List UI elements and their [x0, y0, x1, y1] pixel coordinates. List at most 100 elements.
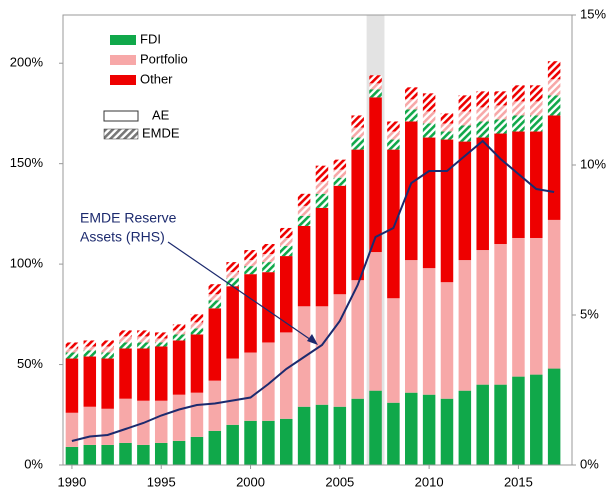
bar-ae [333, 185, 347, 295]
bar-emde [458, 125, 472, 142]
bar-emde [387, 121, 400, 132]
bar-ae [244, 352, 257, 421]
legend-swatch [110, 55, 136, 65]
bar-ae [476, 137, 489, 251]
bar-ae [494, 244, 507, 385]
bar-ae [369, 252, 382, 391]
bar-ae [405, 260, 418, 393]
y2-tick-label: 0% [580, 456, 599, 471]
bar-emde [83, 350, 97, 357]
bar-ae [476, 384, 489, 465]
bar-emde [440, 131, 454, 140]
y-tick-label: 50% [17, 356, 43, 371]
bar-emde [244, 260, 257, 267]
bar-ae [547, 219, 561, 369]
bar-ae [422, 137, 436, 269]
bar-emde [190, 328, 204, 335]
bar-ae [101, 408, 114, 445]
bar-ae [101, 358, 114, 409]
bar-emde [405, 99, 418, 110]
bar-emde [83, 340, 97, 347]
y2-tick-label: 10% [580, 156, 606, 171]
bar-ae [262, 420, 275, 465]
bar-emde [172, 324, 186, 331]
bar-ae [405, 392, 418, 465]
bar-emde [494, 119, 507, 134]
x-tick-label: 2005 [325, 474, 354, 489]
legend-label: EMDE [142, 125, 180, 140]
bar-ae [512, 376, 525, 465]
bar-ae [315, 207, 329, 307]
x-tick-label: 2015 [504, 474, 533, 489]
bar-emde [315, 181, 329, 194]
bar-emde [83, 346, 97, 351]
bar-emde [440, 123, 454, 132]
bar-emde [65, 342, 79, 349]
bar-ae [405, 121, 418, 261]
reserve-line [71, 139, 555, 442]
legend-swatch [103, 110, 139, 122]
bar-emde [315, 193, 329, 208]
bar-emde [262, 254, 275, 263]
x-tick-label: 1995 [147, 474, 176, 489]
bar-ae [351, 398, 364, 465]
bar-emde [297, 205, 311, 216]
bar-ae [226, 424, 239, 465]
bar-ae [512, 131, 525, 238]
bar-emde [101, 346, 114, 353]
bar-emde [119, 330, 132, 337]
bar-emde [333, 169, 347, 178]
bar-ae [458, 260, 472, 391]
bar-ae [440, 398, 454, 465]
bar-ae [279, 418, 293, 465]
bar-ae [315, 306, 329, 405]
bar-ae [297, 225, 311, 307]
bar-emde [226, 262, 239, 273]
bar-emde [262, 244, 275, 255]
bar-emde [315, 165, 329, 182]
bar-emde [119, 342, 132, 349]
bar-ae [244, 420, 257, 465]
bar-ae [154, 346, 168, 401]
plot-frame [62, 14, 573, 466]
bar-ae [154, 442, 168, 465]
foreground-layer: 0% 50% 100% 150% 200% 0% 5% 10% 15% 1990 1995 2000 2… [10, 6, 607, 489]
annotation-arrow [167, 241, 315, 343]
bar-ae [119, 442, 132, 465]
bar-emde [333, 159, 347, 170]
bar-ae [190, 392, 204, 437]
bar-emde [172, 334, 186, 341]
bar-emde [369, 83, 382, 90]
annotation-line: EMDE Reserve [80, 210, 177, 226]
bar-ae [262, 272, 275, 343]
bar-emde [65, 352, 79, 359]
bar-emde [422, 93, 436, 112]
bar-ae [547, 368, 561, 465]
bar-ae [119, 348, 132, 399]
bar-emde [226, 272, 239, 279]
bar-emde [137, 336, 150, 343]
bar-emde [422, 123, 436, 138]
x-tick-label: 2000 [236, 474, 265, 489]
bar-ae [244, 274, 257, 353]
bar-ae [351, 280, 364, 399]
bar-emde [476, 91, 489, 108]
bar-ae [83, 356, 97, 407]
bar-ae [65, 358, 79, 413]
bar-emde [476, 107, 489, 122]
bar-emde [208, 284, 222, 295]
bar-emde [279, 227, 293, 238]
x-tick-label: 1990 [57, 474, 86, 489]
bar-emde [351, 137, 364, 150]
bar-ae [315, 404, 329, 465]
bar-ae [494, 133, 507, 245]
bar-emde [154, 342, 168, 347]
bar-ae [83, 406, 97, 445]
bar-emde [547, 79, 561, 96]
bar-emde [333, 177, 347, 186]
bar-emde [154, 338, 168, 343]
bar-ae [512, 237, 525, 377]
bar-emde [547, 95, 561, 116]
bar-emde [137, 342, 150, 349]
